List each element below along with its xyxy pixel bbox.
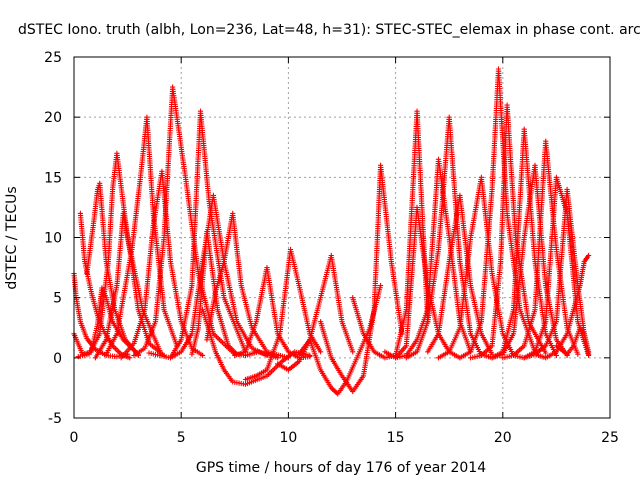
y-tick-label: 25 — [44, 50, 62, 66]
series-arc-15 — [232, 265, 313, 361]
y-tick-label: -5 — [48, 411, 62, 427]
series-arc-22 — [393, 156, 474, 361]
series-arc-07 — [103, 114, 180, 357]
y-tick-label: 20 — [44, 110, 62, 126]
data-point-markers — [553, 325, 592, 357]
x-tick-label: 25 — [601, 430, 619, 446]
data-point-markers — [393, 156, 474, 361]
data-point-markers — [232, 265, 313, 361]
data-point-markers — [510, 174, 592, 361]
data-point-markers — [403, 114, 484, 361]
series-arc-32 — [521, 186, 592, 361]
data-point-markers — [103, 114, 180, 357]
data-point-markers — [318, 162, 405, 395]
series-arc-23 — [403, 114, 484, 361]
chart-title: dSTEC Iono. truth (albh, Lon=236, Lat=48… — [18, 22, 640, 38]
series-arc-06 — [92, 210, 167, 361]
data-point-markers — [92, 210, 167, 361]
series-arc-34 — [553, 325, 592, 357]
data-point-markers — [521, 186, 592, 361]
series-arc-13 — [204, 210, 291, 361]
series-arc-19 — [318, 162, 405, 395]
x-axis-label: GPS time / hours of day 176 of year 2014 — [196, 460, 486, 476]
data-point-markers — [146, 108, 249, 361]
x-tick-label: 20 — [494, 430, 512, 446]
data-point-markers — [118, 168, 206, 361]
series-arc-18 — [296, 283, 384, 397]
series-arc-12 — [189, 228, 281, 361]
y-tick-label: 15 — [44, 170, 62, 186]
data-marks — [71, 66, 592, 397]
data-point-markers — [296, 283, 384, 397]
y-tick-label: 0 — [53, 351, 62, 367]
y-axis-label: dSTEC / TECUs — [4, 186, 20, 289]
series-arc-31 — [510, 174, 592, 361]
axis-ticks: 0 5 10 15 20 25 -5 0 5 10 15 20 25 — [44, 50, 619, 446]
x-tick-label: 5 — [177, 430, 186, 446]
data-point-markers — [242, 246, 324, 383]
x-tick-label: 15 — [387, 430, 405, 446]
data-point-markers — [189, 228, 281, 361]
series-arc-08 — [118, 168, 206, 361]
y-tick-label: 5 — [53, 291, 62, 307]
y-tick-label: 10 — [44, 231, 62, 247]
series-arc-10 — [146, 108, 249, 361]
x-tick-label: 10 — [279, 430, 297, 446]
data-point-markers — [204, 210, 291, 361]
x-tick-label: 0 — [70, 430, 79, 446]
series-arc-16 — [242, 246, 324, 383]
